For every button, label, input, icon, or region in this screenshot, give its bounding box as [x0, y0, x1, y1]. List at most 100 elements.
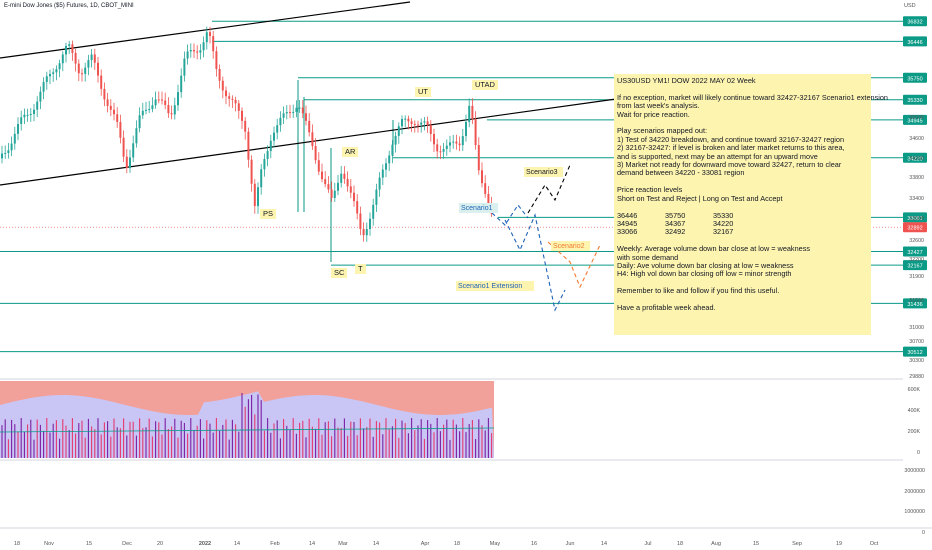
candle-body	[481, 170, 483, 184]
price-tag-label: 34220	[907, 156, 922, 162]
candle-body	[417, 124, 419, 126]
note-levels-heading: Price reaction levels	[617, 185, 683, 195]
candle-body	[103, 88, 106, 100]
candle-body	[449, 142, 451, 146]
candle-body	[157, 99, 160, 101]
candle-body	[420, 122, 423, 125]
price-tag-label: 32167	[907, 264, 922, 270]
indicator-axis-tick: 2000000	[904, 489, 925, 495]
levels-cell: 35330	[713, 210, 734, 220]
scenario-label-bg	[524, 167, 564, 177]
candle-body	[260, 169, 263, 188]
scenario-label: Scenario1 Extension	[458, 283, 522, 290]
current-price-label: 32892	[907, 226, 922, 232]
candle-body	[269, 140, 272, 152]
price-axis-tick: 35000	[909, 115, 924, 121]
candle-body	[113, 109, 115, 115]
levels-cell: 34945	[617, 218, 638, 228]
wyckoff-label-bg	[472, 80, 498, 90]
note-closing-3: Have a profitable week ahead.	[617, 302, 716, 312]
candle-body	[298, 107, 301, 109]
candle-body	[257, 187, 259, 207]
candle-body	[170, 113, 173, 115]
candle-body	[84, 67, 87, 74]
candle-body	[132, 143, 135, 158]
candle-body	[465, 121, 467, 137]
candle-body	[365, 228, 368, 236]
price-tag	[903, 212, 927, 223]
wyckoff-label: AR	[345, 147, 356, 156]
candle-body	[71, 44, 74, 53]
candle-body	[445, 145, 448, 149]
price-tag-label: 36832	[907, 20, 922, 26]
levels-table: 36446 35750 35330 34945 34367 34220 3306…	[617, 210, 868, 237]
time-axis-tick: Feb	[270, 541, 279, 547]
candle-body	[68, 44, 71, 46]
wyckoff-label: PS	[263, 209, 273, 218]
volume-axis-tick: 200K	[908, 429, 921, 435]
candle-body	[413, 123, 416, 125]
candle-body	[125, 156, 128, 169]
candle-body	[410, 121, 413, 124]
candle-body	[359, 213, 362, 229]
candle-body	[39, 91, 42, 102]
price-axis-tick: 33000	[909, 216, 924, 222]
price-tag-label: 35750	[907, 76, 922, 82]
note-scenario-1: 1) Test of 34220 breakdown, and continue…	[617, 134, 845, 144]
candle-body	[289, 112, 291, 114]
time-axis-tick: 14	[234, 541, 240, 547]
candle-body	[196, 51, 199, 53]
note-levels-subheading: Short on Test and Reject | Long on Test …	[617, 193, 783, 203]
candle-body	[372, 204, 375, 219]
note-intro-1: If no exception, market will likely cont…	[617, 92, 888, 102]
candle-body	[237, 103, 240, 111]
candle-body	[29, 113, 32, 115]
candle-body	[343, 173, 346, 179]
candle-body	[340, 173, 343, 183]
price-tag-label: 30512	[907, 350, 922, 356]
time-axis-tick: Apr	[421, 541, 430, 547]
time-axis-tick: May	[490, 541, 501, 547]
candle-body	[49, 73, 51, 77]
candle-body	[337, 182, 339, 191]
candle-body	[394, 135, 397, 145]
candle-body	[279, 117, 282, 126]
candle-body	[33, 109, 35, 114]
current-price-tag	[903, 222, 927, 233]
candle-body	[404, 118, 407, 120]
candle-body	[215, 51, 218, 70]
candle-body	[154, 99, 157, 106]
levels-cell: 34220	[713, 218, 734, 228]
candle-body	[301, 107, 304, 114]
candle-body	[250, 159, 253, 184]
time-axis-tick: 14	[373, 541, 379, 547]
candle-body	[349, 186, 352, 193]
levels-cell: 36446	[617, 210, 638, 220]
candle-body	[247, 131, 250, 160]
candle-body	[119, 122, 122, 138]
price-axis-tick: 31900	[909, 274, 924, 280]
scenario3-path	[527, 164, 571, 214]
candle-body	[45, 76, 48, 83]
candle-body	[189, 49, 192, 52]
candle-body	[138, 115, 141, 129]
candle-body	[356, 201, 359, 214]
price-tag	[903, 260, 927, 271]
candle-body	[52, 72, 55, 74]
candle-body	[13, 133, 16, 144]
candle-body	[202, 42, 205, 51]
scenario-label-bg	[456, 281, 535, 291]
candle-body	[477, 145, 480, 171]
price-axis-tick: 33800	[909, 175, 924, 181]
candle-body	[321, 171, 323, 180]
candle-body	[145, 109, 147, 111]
analysis-note: US30USD YM1! DOW 2022 MAY 02 Week If no …	[614, 74, 888, 335]
candle-body	[10, 143, 13, 151]
time-axis-tick: 18	[677, 541, 683, 547]
wyckoff-label-bg	[355, 264, 366, 274]
candle-body	[122, 137, 125, 157]
wyckoff-label-bg	[260, 209, 276, 219]
currency-label: USD	[904, 3, 916, 9]
candle-body	[346, 178, 349, 187]
